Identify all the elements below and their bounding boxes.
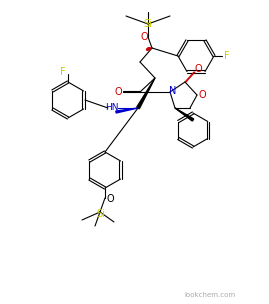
Text: HN: HN [105,102,119,112]
Text: lookchem.com: lookchem.com [185,292,236,298]
Polygon shape [137,78,155,109]
Text: F: F [60,67,66,77]
Text: O: O [106,194,114,204]
Text: Si: Si [97,209,105,219]
Polygon shape [116,108,138,113]
Text: O: O [198,90,206,100]
Text: N: N [169,86,177,96]
Text: O: O [140,32,148,42]
Text: O: O [194,64,202,74]
Text: Si: Si [144,19,153,29]
Text: O: O [114,87,122,97]
Polygon shape [175,108,194,121]
Text: F: F [224,51,230,61]
